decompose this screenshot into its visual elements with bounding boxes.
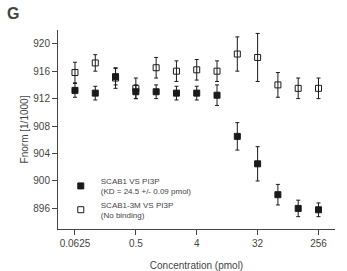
svg-text:Fnorm [1/1000]: Fnorm [1/1000]	[19, 95, 30, 163]
svg-text:0.5: 0.5	[129, 238, 143, 249]
svg-text:32: 32	[252, 238, 264, 249]
svg-text:896: 896	[33, 203, 50, 214]
svg-text:908: 908	[33, 121, 50, 132]
svg-text:0.0625: 0.0625	[60, 238, 91, 249]
svg-text:4: 4	[194, 238, 200, 249]
svg-text:G: G	[7, 5, 19, 22]
svg-text:900: 900	[33, 175, 50, 186]
svg-text:904: 904	[33, 148, 50, 159]
svg-text:SCAB1 VS PI3P(KD = 24.5 +/- 0.: SCAB1 VS PI3P(KD = 24.5 +/- 0.09 pmol)	[101, 177, 192, 196]
svg-text:256: 256	[310, 238, 327, 249]
svg-text:920: 920	[33, 38, 50, 49]
svg-text:Concentration (pmol): Concentration (pmol)	[150, 260, 243, 271]
svg-text:916: 916	[33, 66, 50, 77]
svg-text:SCAB1-3M VS PI3P(No binding): SCAB1-3M VS PI3P(No binding)	[101, 201, 173, 220]
svg-text:912: 912	[33, 93, 50, 104]
